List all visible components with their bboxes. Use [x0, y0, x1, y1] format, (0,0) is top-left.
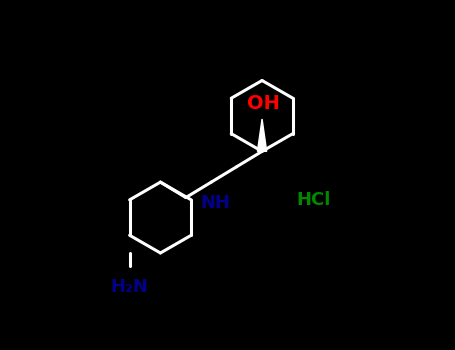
Text: H₂N: H₂N [111, 278, 149, 296]
Text: HCl: HCl [297, 191, 331, 209]
Text: NH: NH [200, 195, 230, 212]
Text: OH: OH [247, 94, 280, 113]
Polygon shape [258, 119, 267, 151]
